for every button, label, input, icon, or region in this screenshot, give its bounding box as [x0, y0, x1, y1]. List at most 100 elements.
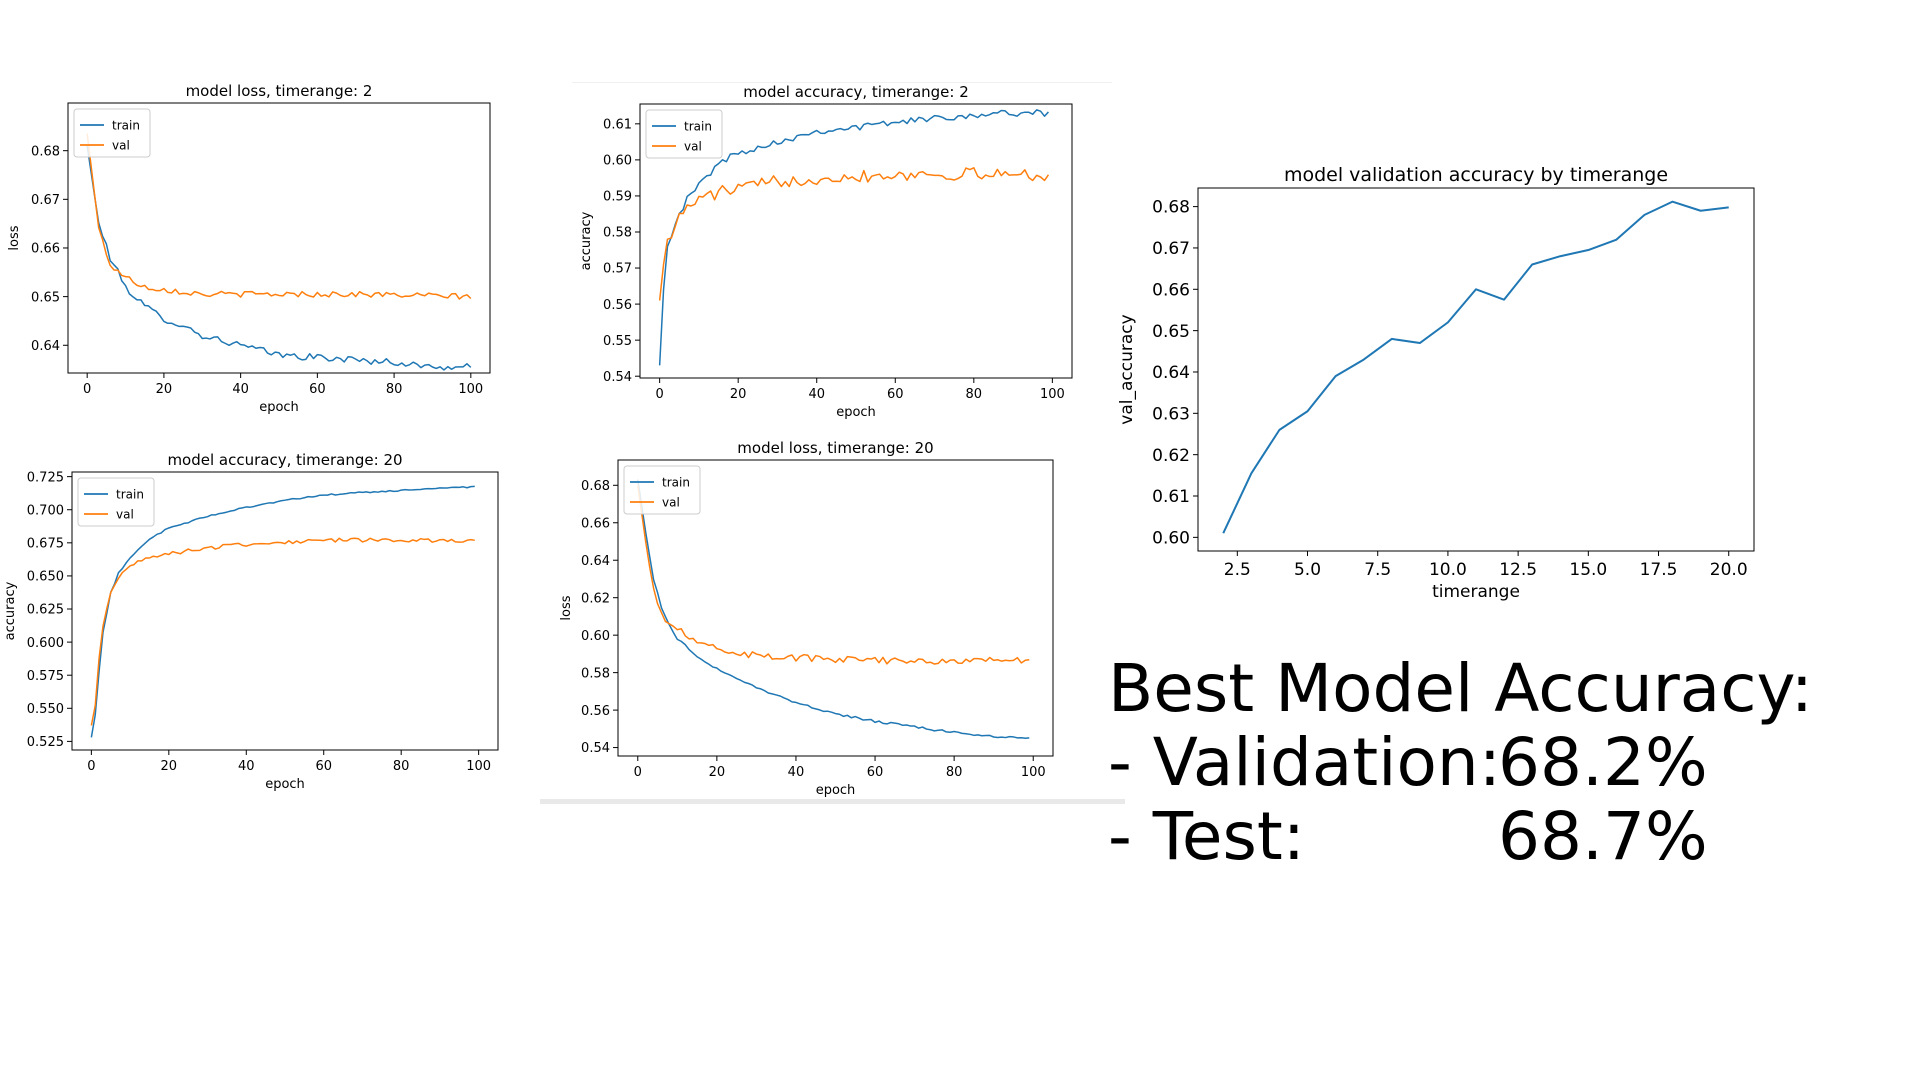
x-tick-label: 60 — [309, 382, 326, 397]
chart-loss-timerange-2-svg: model loss, timerange: 2 0 20 40 60 80 100 0.64… — [7, 82, 491, 415]
series-line-val — [90, 537, 475, 726]
y-tick-label: 0.57 — [603, 262, 632, 277]
y-tick-label: 0.66 — [1152, 280, 1190, 300]
x-tick-label: 80 — [946, 765, 963, 780]
y-tick-label: 0.64 — [31, 339, 60, 354]
y-tick-label: 0.64 — [581, 554, 610, 569]
y-tick-label: 0.725 — [27, 470, 64, 485]
y-tick-label: 0.54 — [603, 370, 632, 385]
y-tick-label: 0.650 — [27, 570, 64, 585]
chart-accuracy-timerange-2: model accuracy, timerange: 2 0 20 40 60 80 100… — [572, 82, 1112, 428]
chart-loss-timerange-2: model loss, timerange: 2 0 20 40 60 80 100 0.64… — [0, 78, 500, 418]
y-axis-label: accuracy — [3, 581, 18, 640]
y-tick-label: 0.700 — [27, 503, 64, 518]
x-tick-label: 10.0 — [1429, 560, 1467, 580]
plot-frame — [1197, 187, 1755, 552]
x-tick-label: 0 — [87, 759, 95, 774]
x-tick-label: 100 — [1021, 765, 1046, 780]
y-tick-label: 0.65 — [31, 290, 60, 305]
x-axis-label: timerange — [1432, 582, 1520, 602]
chart-title: model accuracy, timerange: 20 — [167, 451, 402, 469]
chart-loss-timerange-20-svg: model loss, timerange: 20 0 20 40 60 80 100 0.5… — [559, 439, 1054, 798]
chart-title: model loss, timerange: 2 — [186, 82, 373, 100]
y-tick-label: 0.575 — [27, 669, 64, 684]
chart-accuracy-timerange-20: model accuracy, timerange: 20 0 20 40 60 80 10… — [0, 448, 510, 798]
x-tick-label: 20 — [709, 765, 726, 780]
legend-label-val: val — [684, 140, 702, 154]
x-axis-label: epoch — [259, 400, 299, 415]
y-tick-label: 0.60 — [603, 154, 632, 169]
series-line-train — [90, 485, 475, 738]
x-tick-label: 100 — [1040, 387, 1065, 402]
y-axis-label: accuracy — [579, 211, 594, 270]
chart-title: model accuracy, timerange: 2 — [743, 83, 969, 101]
series-line-val-accuracy — [1222, 200, 1729, 534]
x-tick-label: 20 — [156, 382, 173, 397]
x-tick-label: 20.0 — [1710, 560, 1748, 580]
x-tick-label: 100 — [458, 382, 483, 397]
y-tick-label: 0.58 — [603, 226, 632, 241]
x-tick-label: 40 — [238, 759, 255, 774]
legend-label-val: val — [662, 496, 680, 510]
validation-label: - Validation: — [1108, 724, 1501, 801]
y-tick-label: 0.60 — [1152, 528, 1190, 548]
series-line-train — [658, 109, 1049, 366]
plot-frame — [617, 459, 1054, 757]
y-tick-label: 0.54 — [581, 741, 610, 756]
x-tick-label: 80 — [393, 759, 410, 774]
y-tick-label: 0.68 — [1152, 198, 1190, 218]
x-tick-label: 40 — [232, 382, 249, 397]
best-model-summary: Best Model Accuracy: - Validation: 68.2%… — [1108, 652, 1908, 874]
x-tick-label: 0 — [634, 765, 642, 780]
y-tick-label: 0.60 — [581, 629, 610, 644]
divider-line-top — [572, 82, 1112, 83]
y-axis-label: loss — [559, 595, 574, 620]
chart-val-accuracy-by-timerange-svg: model validation accuracy by timerange 2.… — [1117, 164, 1755, 602]
test-label: - Test: — [1108, 798, 1306, 875]
x-tick-label: 80 — [386, 382, 403, 397]
x-tick-label: 80 — [966, 387, 983, 402]
divider-line — [540, 799, 1125, 804]
series-line-val — [637, 485, 1030, 665]
y-tick-label: 0.59 — [603, 190, 632, 205]
plot-frame — [71, 471, 499, 751]
x-tick-label: 17.5 — [1640, 560, 1678, 580]
legend-label-train: train — [684, 120, 712, 134]
x-tick-label: 5.0 — [1294, 560, 1321, 580]
y-axis-label: val_accuracy — [1117, 314, 1137, 424]
y-tick-label: 0.68 — [31, 144, 60, 159]
plot-frame — [639, 103, 1073, 379]
y-tick-label: 0.64 — [1152, 363, 1190, 383]
y-tick-label: 0.61 — [1152, 487, 1190, 507]
y-tick-label: 0.67 — [31, 193, 60, 208]
y-tick-label: 0.550 — [27, 702, 64, 717]
y-tick-label: 0.66 — [581, 516, 610, 531]
y-tick-label: 0.525 — [27, 735, 64, 750]
x-tick-label: 100 — [466, 759, 491, 774]
x-tick-label: 12.5 — [1499, 560, 1537, 580]
legend-label-val: val — [116, 508, 134, 522]
x-tick-label: 60 — [887, 387, 904, 402]
y-tick-label: 0.67 — [1152, 239, 1190, 259]
test-value: 68.7% — [1498, 798, 1708, 875]
x-axis-label: epoch — [265, 777, 305, 792]
y-tick-label: 0.63 — [1152, 404, 1190, 424]
series-line-train — [637, 479, 1030, 740]
x-tick-label: 7.5 — [1364, 560, 1391, 580]
y-tick-label: 0.62 — [1152, 446, 1190, 466]
test-row: - Test: 68.7% — [1108, 800, 1908, 874]
y-tick-label: 0.56 — [581, 704, 610, 719]
y-tick-label: 0.61 — [603, 118, 632, 133]
legend-label-val: val — [112, 139, 130, 153]
summary-title: Best Model Accuracy: — [1108, 650, 1814, 727]
chart-val-accuracy-by-timerange: model validation accuracy by timerange 2.… — [1112, 155, 1772, 610]
x-tick-label: 15.0 — [1569, 560, 1607, 580]
y-tick-label: 0.62 — [581, 591, 610, 606]
y-tick-label: 0.625 — [27, 603, 64, 618]
x-tick-label: 0 — [83, 382, 91, 397]
validation-row: - Validation: 68.2% — [1108, 726, 1908, 800]
legend-label-train: train — [116, 488, 144, 502]
x-tick-label: 60 — [315, 759, 332, 774]
y-tick-label: 0.600 — [27, 636, 64, 651]
y-axis-label: loss — [7, 225, 22, 250]
